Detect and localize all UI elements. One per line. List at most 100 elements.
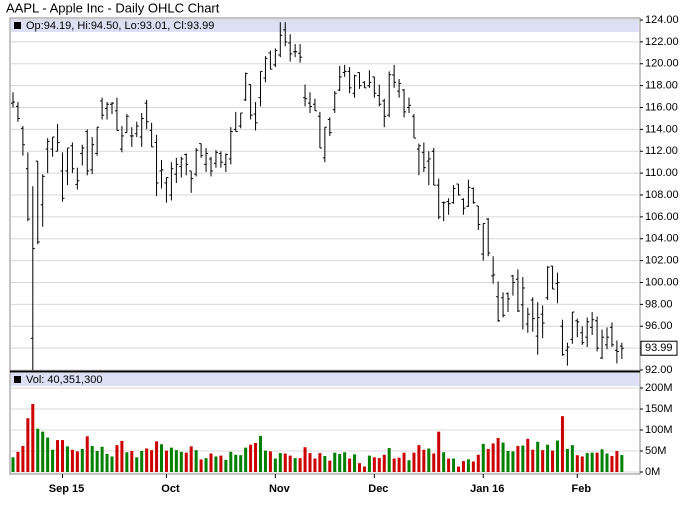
volume-bar [318, 453, 322, 472]
volume-bar [496, 437, 500, 472]
volume-bar [214, 456, 218, 472]
y-tick-label: 124.00 [645, 14, 679, 26]
volume-bar [70, 449, 74, 472]
volume-bar [437, 431, 441, 472]
volume-bar [551, 450, 555, 472]
header-icon [14, 376, 21, 383]
y-tick-label: 122.00 [645, 36, 679, 48]
volume-bar [367, 455, 371, 472]
volume-bar [298, 458, 302, 472]
volume-bar [417, 445, 421, 472]
volume-bar [189, 446, 193, 472]
volume-bar [61, 440, 64, 472]
volume-bar [313, 458, 317, 472]
volume-header [11, 373, 639, 386]
volume-bar [100, 446, 104, 472]
volume-bar [343, 452, 347, 472]
volume-bar [263, 450, 267, 472]
volume-bar [179, 451, 183, 472]
y-tick-label: 98.00 [645, 298, 673, 310]
volume-bar [585, 453, 589, 472]
y-tick-label: 120.00 [645, 58, 679, 70]
chart-title: AAPL - Apple Inc - Daily OHLC Chart [6, 0, 220, 15]
volume-bar [150, 450, 154, 472]
volume-bar [615, 451, 619, 472]
y-tick-label: 114.00 [645, 123, 678, 135]
y-tick-label: 116.00 [645, 101, 678, 113]
y-tick-label: 112.00 [645, 145, 678, 157]
volume-bar [65, 446, 69, 472]
price-header [11, 19, 639, 32]
volume-bar [516, 445, 520, 472]
volume-bar [120, 440, 124, 472]
volume-bar [442, 452, 446, 472]
y-tick-label: 104.00 [645, 233, 679, 245]
volume-tick-label: 100M [645, 424, 673, 436]
volume-bar [620, 455, 624, 472]
volume-bar [160, 444, 163, 472]
volume-bar [595, 452, 599, 472]
volume-bar [328, 460, 332, 472]
volume-bar [348, 458, 352, 472]
volume-bar [546, 444, 550, 472]
volume-bar [575, 455, 579, 472]
volume-bar [560, 416, 564, 472]
volume-bar [570, 445, 574, 472]
volume-bar [476, 454, 480, 472]
volume-bar [382, 454, 386, 472]
volume-bar [140, 451, 144, 472]
volume-bar [288, 455, 292, 472]
volume-bar [110, 456, 114, 472]
volume-bar [209, 453, 213, 472]
volume-bar [155, 441, 159, 472]
y-tick-label: 100.00 [645, 276, 679, 288]
volume-tick-label: 150M [645, 403, 673, 415]
volume-bar [486, 448, 490, 472]
volume-bar [244, 447, 248, 472]
y-tick-label: 108.00 [645, 189, 679, 201]
volume-bar [353, 454, 357, 472]
volume-bar [466, 459, 470, 472]
volume-bar [234, 454, 238, 472]
volume-bar [457, 466, 460, 472]
volume-bar [333, 452, 337, 472]
volume-bar [432, 453, 436, 472]
volume-bar [293, 458, 297, 472]
volume-bar [26, 418, 30, 472]
volume-bar [600, 449, 604, 472]
volume-bar [565, 448, 569, 472]
volume-bar [580, 456, 584, 472]
last-price-box [640, 340, 678, 356]
volume-bar [427, 448, 431, 472]
volume-bar [115, 445, 119, 472]
volume-tick-label: 0M [645, 466, 660, 478]
x-tick-label: Dec [368, 483, 388, 495]
volume-tick-label: 50M [645, 445, 666, 457]
volume-bar [610, 456, 614, 472]
volume-bar [184, 452, 188, 472]
volume-bar [501, 442, 505, 472]
volume-bar [377, 458, 381, 472]
volume-bar [199, 459, 203, 472]
volume-bar [239, 455, 243, 472]
x-tick-label: Nov [269, 483, 291, 495]
volume-bar [590, 452, 594, 472]
volume-bar [31, 403, 35, 472]
x-tick-label: Jan 16 [470, 483, 504, 495]
volume-bar [407, 460, 411, 472]
volume-bar [541, 450, 545, 472]
volume-bar [372, 457, 376, 472]
x-tick-label: Sep 15 [49, 483, 84, 495]
volume-bar [452, 458, 456, 472]
volume-bar [254, 443, 258, 472]
volume-bar [11, 457, 15, 472]
last-price-label: 93.99 [645, 342, 673, 354]
y-tick-label: 96.00 [645, 320, 673, 332]
volume-bar [447, 458, 451, 472]
volume-bar [105, 453, 109, 472]
volume-bar [338, 453, 342, 472]
volume-bar [392, 458, 396, 472]
volume-bar [249, 444, 253, 472]
volume-bar [387, 448, 391, 472]
y-tick-label: 110.00 [645, 167, 678, 179]
